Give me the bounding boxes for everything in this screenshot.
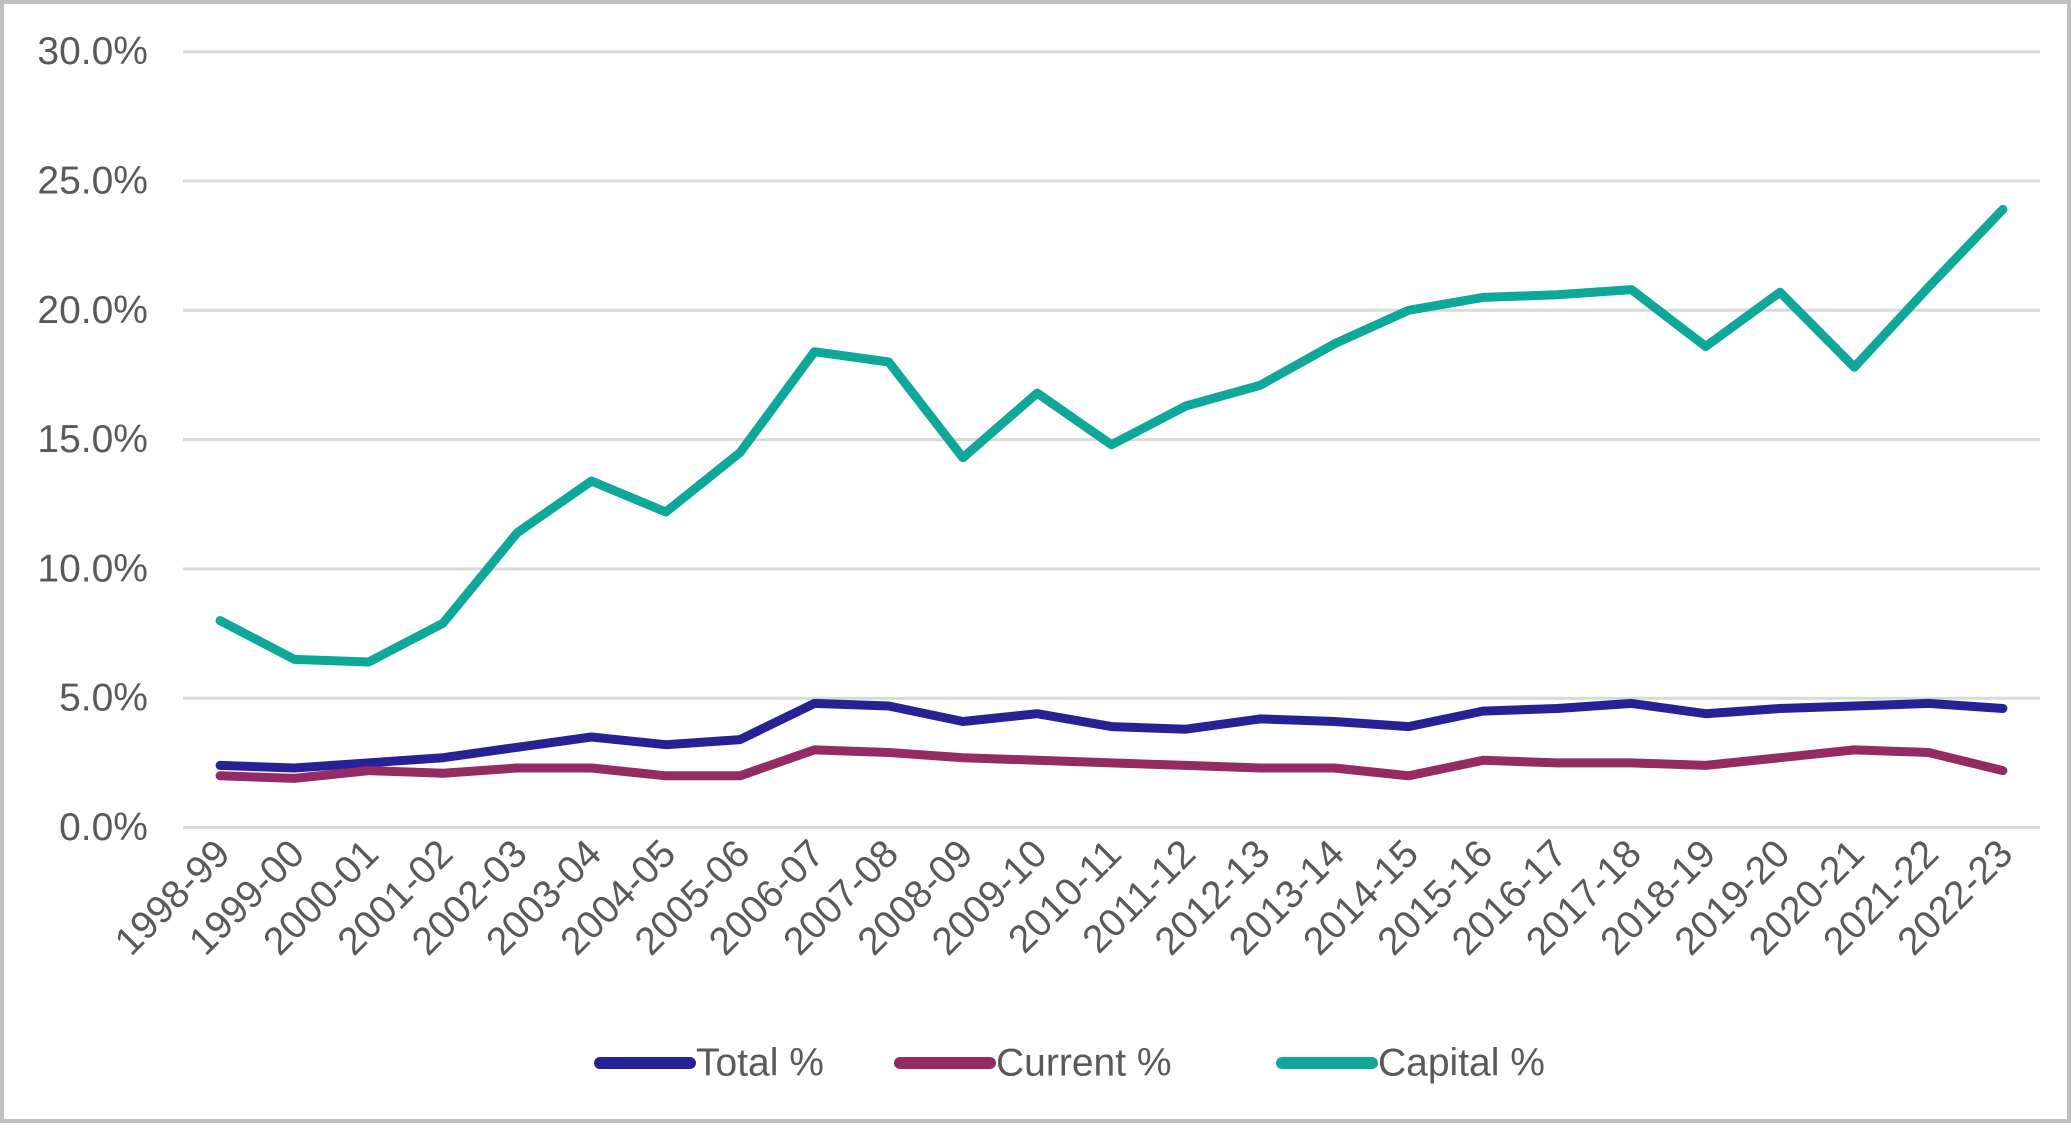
y-axis-tick-label: 10.0% [37,547,148,590]
y-axis-tick-label: 15.0% [37,418,148,461]
legend-label: Total % [696,1042,824,1085]
legend-item: Capital % [1276,1042,1545,1085]
legend-item: Current % [894,1042,1172,1085]
y-axis-tick-label: 20.0% [37,289,148,332]
series-line-total [215,698,2008,773]
legend: Total % Current % Capital % [594,1042,1545,1085]
y-axis-tick-label: 25.0% [37,160,148,203]
series-group [215,204,2008,783]
y-axis-tick-label: 0.0% [59,806,148,849]
legend-label: Current % [996,1042,1172,1085]
legend-item: Total % [594,1042,824,1085]
y-axis-tick-label: 5.0% [59,677,148,720]
y-axis-tick-label: 30.0% [37,30,148,73]
y-axis-tick-labels: 0.0% 5.0% 10.0% 15.0% 20.0% 25.0% 30.0% [37,30,148,849]
series-line-current [215,745,2008,783]
series-line-capital [215,204,2008,667]
gridlines-group [183,50,2040,829]
legend-label: Capital % [1378,1042,1545,1085]
